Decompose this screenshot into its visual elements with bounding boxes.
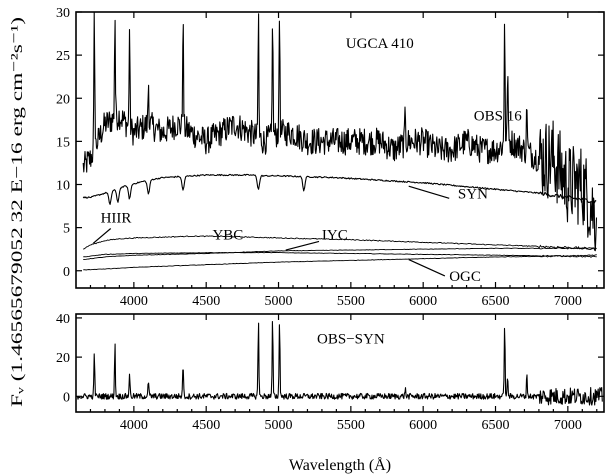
annotation-hiir: HIIR xyxy=(101,210,132,226)
top-y-tick-label: 15 xyxy=(56,135,70,150)
top-y-tick-label: 25 xyxy=(56,49,70,64)
annotation-galaxy-name: UGCA 410 xyxy=(346,36,414,52)
ybc-component-line xyxy=(83,251,597,258)
top-y-tick-label: 10 xyxy=(56,179,70,194)
top-x-tick-label: 5000 xyxy=(265,294,293,309)
y-axis-label: Fᵥ (1.46565679052 32 E−16 erg cm⁻²s⁻¹) xyxy=(9,17,26,407)
bottom-x-tick-label: 4500 xyxy=(192,418,220,433)
annotation-syn-leader xyxy=(408,185,450,199)
annotation-obs-minus-syn: OBS−SYN xyxy=(317,331,385,347)
syn-spectrum-line xyxy=(82,173,597,205)
x-axis-label: Wavelength (Å) xyxy=(289,456,391,474)
annotation-obs: OBS 16 xyxy=(474,109,522,125)
hiir-component-line xyxy=(83,235,597,252)
top-y-tick-label: 5 xyxy=(63,222,70,237)
bottom-y-tick-label: 40 xyxy=(56,312,70,327)
top-x-tick-label: 4000 xyxy=(120,294,148,309)
obs-spectrum-line xyxy=(82,11,598,252)
bottom-x-tick-label: 5000 xyxy=(265,418,293,433)
bottom-y-tick-label: 20 xyxy=(56,351,70,366)
top-x-tick-label: 7000 xyxy=(554,294,582,309)
ogc-component-line xyxy=(83,254,597,271)
bottom-x-tick-label: 6500 xyxy=(482,418,510,433)
top-x-tick-label: 4500 xyxy=(192,294,220,309)
annotation-syn: SYN xyxy=(458,186,488,202)
top-panel-frame xyxy=(75,11,605,289)
top-x-tick-label: 6000 xyxy=(409,294,437,309)
top-y-tick-label: 20 xyxy=(56,92,70,107)
bottom-panel-frame xyxy=(75,313,605,413)
iyc-component-line xyxy=(83,247,597,261)
annotation-ogc-leader xyxy=(408,258,446,277)
annotation-ogc: OGC xyxy=(449,269,481,285)
top-x-tick-label: 6500 xyxy=(482,294,510,309)
bottom-x-tick-label: 4000 xyxy=(120,418,148,433)
annotation-iyc: IYC xyxy=(322,228,348,244)
bottom-x-tick-label: 5500 xyxy=(337,418,365,433)
top-x-tick-label: 5500 xyxy=(337,294,365,309)
obs-minus-syn-line xyxy=(76,320,603,406)
top-y-tick-label: 0 xyxy=(63,265,70,280)
bottom-x-tick-label: 7000 xyxy=(554,418,582,433)
annotation-hiir-leader xyxy=(92,228,112,244)
annotation-iyc-leader xyxy=(285,240,320,251)
annotation-ybc: YBC xyxy=(212,228,243,244)
bottom-y-tick-label: 0 xyxy=(63,390,70,405)
bottom-x-tick-label: 6000 xyxy=(409,418,437,433)
top-y-tick-label: 30 xyxy=(56,6,70,21)
